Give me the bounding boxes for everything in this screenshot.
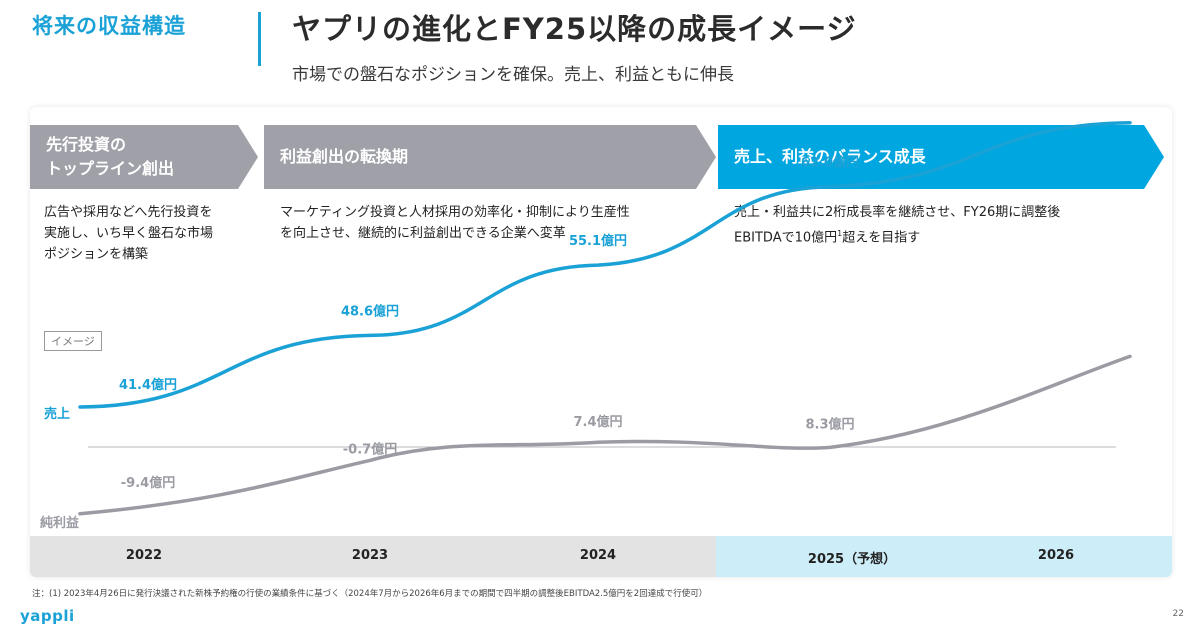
phase-desc-3-line2: EBITDAで10億円1超えを目指す [734, 223, 1060, 248]
image-tag: イメージ [44, 331, 102, 351]
phase-desc-3: 売上・利益共に2桁成長率を継続させ、FY26期に調整後 EBITDAで10億円1… [734, 202, 1060, 248]
year-2026: 2026 [1037, 548, 1075, 563]
series-label-net-profit: 純利益 [40, 516, 80, 531]
phase-desc-3-line2a: EBITDAで10億円 [734, 230, 838, 246]
phase-arrows [30, 125, 1164, 189]
year-2025: 2025（予想） [807, 552, 897, 567]
data-label-revenue-1: 48.6億円 [341, 303, 399, 319]
data-label-net-profit-0: -9.4億円 [121, 475, 175, 491]
data-label-revenue-3: 62.0億円 [801, 155, 859, 171]
footnote-marker: 1 [837, 229, 843, 238]
phase-desc-3-line2b: 超えを目指す [842, 230, 921, 246]
data-label-revenue-0: 41.4億円 [119, 377, 177, 393]
series-label-revenue: 売上 [44, 407, 71, 422]
data-label-net-profit-3: 8.3億円 [805, 416, 854, 432]
phase-label-2-line1: 利益創出の転換期 [280, 147, 409, 166]
yappli-logo: yappli [20, 607, 75, 625]
year-band-blue [716, 536, 1172, 577]
phase-label-1: 先行投資の トップライン創出 [46, 133, 174, 181]
phase-desc-1: 広告や採用などへ先行投資を 実施し、いち早く盤石な市場 ポジションを構築 [44, 202, 213, 265]
phase-desc-2-line2: を向上させ、継続的に利益創出できる企業へ変革 [280, 226, 566, 241]
series-line-net-profit [78, 354, 1132, 516]
year-band: 2022 2023 2024 2025（予想） 2026 [30, 536, 1172, 577]
phase-label-2: 利益創出の転換期 [280, 145, 408, 169]
data-label-net-profit-2: 7.4億円 [573, 414, 622, 430]
phase-desc-2-line1: マーケティング投資と人材採用の効率化・抑制により生産性 [280, 205, 630, 220]
phase-desc-1-line2: 実施し、いち早く盤石な市場 [44, 226, 214, 241]
section-label: 将来の収益構造 [32, 14, 186, 38]
series-line-revenue [78, 120, 1132, 409]
phase-label-3: 売上、利益のバランス成長 [734, 145, 926, 169]
data-label-net-profit-1: -0.7億円 [343, 441, 397, 457]
phase-arrow-3 [718, 125, 1164, 189]
page-number: 22 [1172, 609, 1184, 619]
phase-desc-2: マーケティング投資と人材採用の効率化・抑制により生産性 を向上させ、継続的に利益… [280, 202, 630, 244]
footnote: 注：(1) 2023年4月26日に発行決議された新株予約権の行使の業績条件に基づ… [32, 589, 708, 599]
phase-desc-1-line1: 広告や採用などへ先行投資を [44, 205, 213, 220]
year-2023: 2023 [351, 548, 389, 563]
phase-desc-1-line3: ポジションを構築 [44, 247, 149, 262]
data-label-revenue-2: 55.1億円 [569, 233, 627, 249]
year-band-gray [30, 536, 716, 577]
year-2024: 2024 [579, 548, 617, 563]
growth-chart: 41.4億円 -9.4億円 48.6億円 -0.7億円 55.1億円 7.4億円 62.0億… [78, 120, 1132, 516]
phase-label-1-line1: 先行投資の [46, 135, 127, 154]
phase-label-1-line2: トップライン創出 [46, 159, 175, 178]
page-title: ヤプリの進化とFY25以降の成長イメージ [292, 12, 857, 46]
content-panel: 先行投資の トップライン創出 利益創出の転換期 売上、利益のバランス成長 広告や… [30, 107, 1172, 577]
page-subtitle: 市場での盤石なポジションを確保。売上、利益ともに伸長 [292, 65, 734, 85]
phase-arrow-1 [30, 125, 258, 189]
title-divider [258, 12, 261, 66]
year-2022: 2022 [125, 548, 163, 563]
phase-label-3-line1: 売上、利益のバランス成長 [734, 147, 926, 166]
phase-desc-3-line1: 売上・利益共に2桁成長率を継続させ、FY26期に調整後 [734, 205, 1061, 220]
phase-arrow-2 [264, 125, 716, 189]
